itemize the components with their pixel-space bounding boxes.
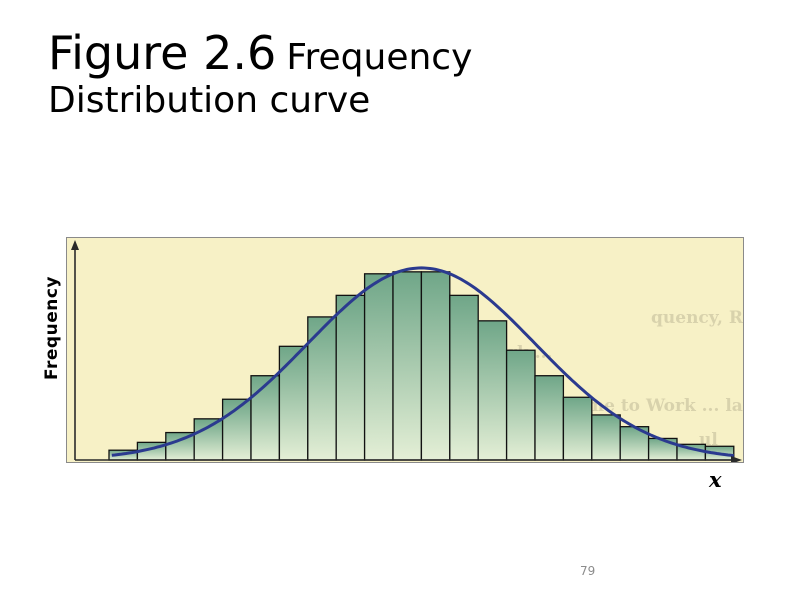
histogram-bar [420,271,451,461]
background-scan-text: quency, Relative Frequency, Percentage D… [651,308,743,328]
title-figure-number: Figure 2.6 [48,26,277,80]
histogram-bars [108,271,735,461]
title-frequency: Frequency [286,37,473,78]
page-number: 79 [580,564,596,578]
frequency-distribution-curve [111,266,734,458]
histogram-bar [278,345,309,461]
frequency-distribution-chart [71,240,742,462]
x-axis-label: x [709,467,722,492]
histogram-bar [647,437,678,461]
histogram-bar [477,320,508,461]
histogram-bar [250,375,281,461]
histogram-bar [562,396,593,461]
title-distribution-curve: Distribution curve [48,80,371,122]
histogram-bar [363,273,394,461]
histogram-bar [534,375,565,461]
chart-frame: quency, Relative Frequency, Percentage D… [66,237,744,463]
histogram-bar [392,271,423,461]
slide-title: Figure 2.6 Frequency Distribution curve [48,26,748,123]
histogram-bar [449,294,479,461]
x-axis-arrowhead [731,456,742,462]
histogram-bar [193,418,224,461]
y-axis-arrowhead [71,240,79,250]
histogram-bar [505,349,536,461]
histogram-bar [591,414,621,461]
y-axis-label: Frequency [42,275,62,381]
histogram-bar [335,294,366,461]
